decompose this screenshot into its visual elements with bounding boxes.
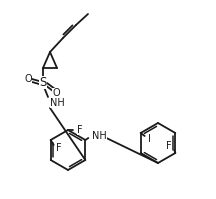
Text: O: O	[52, 88, 60, 98]
Text: F: F	[56, 143, 62, 153]
Text: S: S	[39, 75, 47, 89]
Text: F: F	[77, 125, 83, 135]
Text: I: I	[148, 134, 151, 144]
Text: F: F	[165, 141, 171, 151]
Text: O: O	[24, 74, 32, 84]
Text: NH: NH	[50, 98, 65, 108]
Text: NH: NH	[92, 131, 107, 141]
